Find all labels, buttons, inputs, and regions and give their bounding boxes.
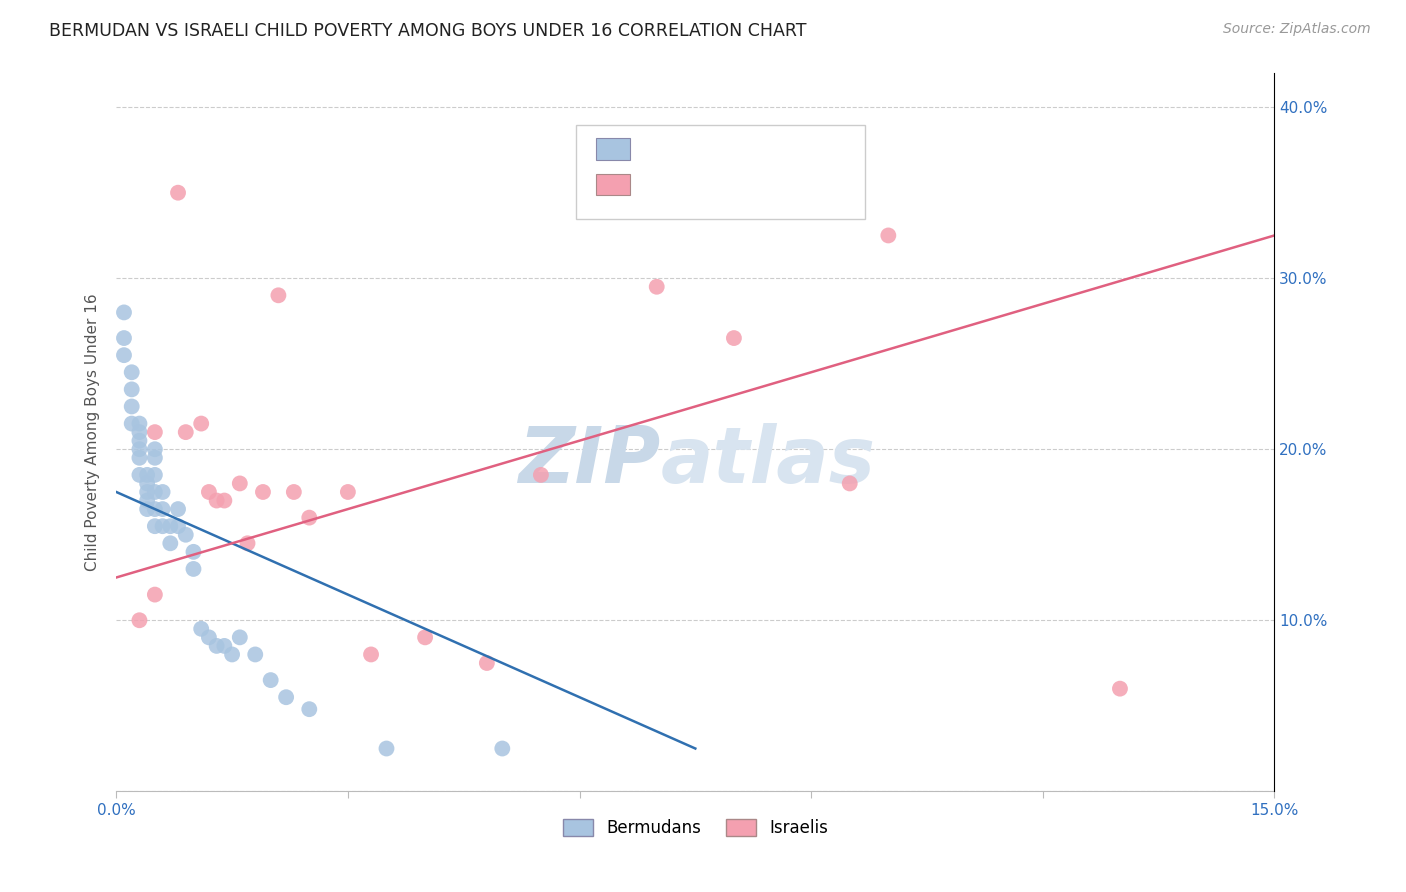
Point <box>143 450 166 465</box>
Point <box>128 417 150 431</box>
Point <box>190 622 212 636</box>
Point <box>136 467 159 482</box>
Text: 0.450: 0.450 <box>665 176 723 194</box>
Point <box>159 519 181 533</box>
Point <box>283 485 305 500</box>
Point <box>298 510 321 524</box>
Y-axis label: Child Poverty Among Boys Under 16: Child Poverty Among Boys Under 16 <box>86 293 100 571</box>
Point <box>214 493 236 508</box>
Point <box>229 631 252 645</box>
Text: BERMUDAN VS ISRAELI CHILD POVERTY AMONG BOYS UNDER 16 CORRELATION CHART: BERMUDAN VS ISRAELI CHILD POVERTY AMONG … <box>49 22 807 40</box>
Point <box>252 485 274 500</box>
Point <box>360 648 382 662</box>
Point <box>167 502 190 516</box>
Point <box>136 485 159 500</box>
Point <box>167 186 190 200</box>
Point <box>183 545 205 559</box>
Point <box>152 485 174 500</box>
Point <box>112 331 135 345</box>
Point <box>491 741 513 756</box>
Point <box>530 467 553 482</box>
Text: 46: 46 <box>770 140 793 158</box>
Point <box>152 502 174 516</box>
Point <box>128 613 150 627</box>
Point <box>245 648 267 662</box>
Text: R =: R = <box>640 176 676 194</box>
Point <box>221 648 243 662</box>
Legend: Bermudans, Israelis: Bermudans, Israelis <box>555 813 835 844</box>
Point <box>205 639 228 653</box>
Point <box>121 400 143 414</box>
Text: R =: R = <box>640 140 676 158</box>
Point <box>198 485 221 500</box>
Point <box>136 476 159 491</box>
Text: -0.388: -0.388 <box>665 140 724 158</box>
Point <box>128 425 150 439</box>
Point <box>475 656 498 670</box>
Point <box>143 467 166 482</box>
Text: 25: 25 <box>770 176 793 194</box>
Text: atlas: atlas <box>661 423 876 499</box>
Point <box>267 288 290 302</box>
Point <box>128 467 150 482</box>
Point <box>136 493 159 508</box>
Point <box>159 536 181 550</box>
Point <box>229 476 252 491</box>
Point <box>298 702 321 716</box>
Point <box>152 519 174 533</box>
Point <box>260 673 283 687</box>
Point <box>205 493 228 508</box>
Text: N =: N = <box>745 176 782 194</box>
Point <box>143 519 166 533</box>
Point <box>413 631 436 645</box>
Point <box>645 279 668 293</box>
Point <box>375 741 398 756</box>
Point <box>214 639 236 653</box>
Point <box>143 588 166 602</box>
Point <box>112 348 135 362</box>
Point <box>1109 681 1132 696</box>
Point <box>143 502 166 516</box>
Point <box>112 305 135 319</box>
Point <box>174 425 197 439</box>
Point <box>143 442 166 457</box>
Point <box>128 450 150 465</box>
Point <box>143 425 166 439</box>
Point <box>167 519 190 533</box>
Point <box>198 631 221 645</box>
Point <box>183 562 205 576</box>
Point <box>838 476 860 491</box>
Point <box>276 690 298 705</box>
Point <box>877 228 900 243</box>
Text: Source: ZipAtlas.com: Source: ZipAtlas.com <box>1223 22 1371 37</box>
Point <box>128 434 150 448</box>
Text: N =: N = <box>745 140 782 158</box>
Point <box>174 527 197 541</box>
Point <box>336 485 359 500</box>
Point <box>236 536 259 550</box>
Text: ZIP: ZIP <box>519 423 661 499</box>
Point <box>723 331 745 345</box>
Point <box>143 485 166 500</box>
Point <box>128 442 150 457</box>
Point <box>121 417 143 431</box>
Point <box>190 417 212 431</box>
Point <box>136 502 159 516</box>
Point <box>121 365 143 379</box>
Point <box>121 383 143 397</box>
